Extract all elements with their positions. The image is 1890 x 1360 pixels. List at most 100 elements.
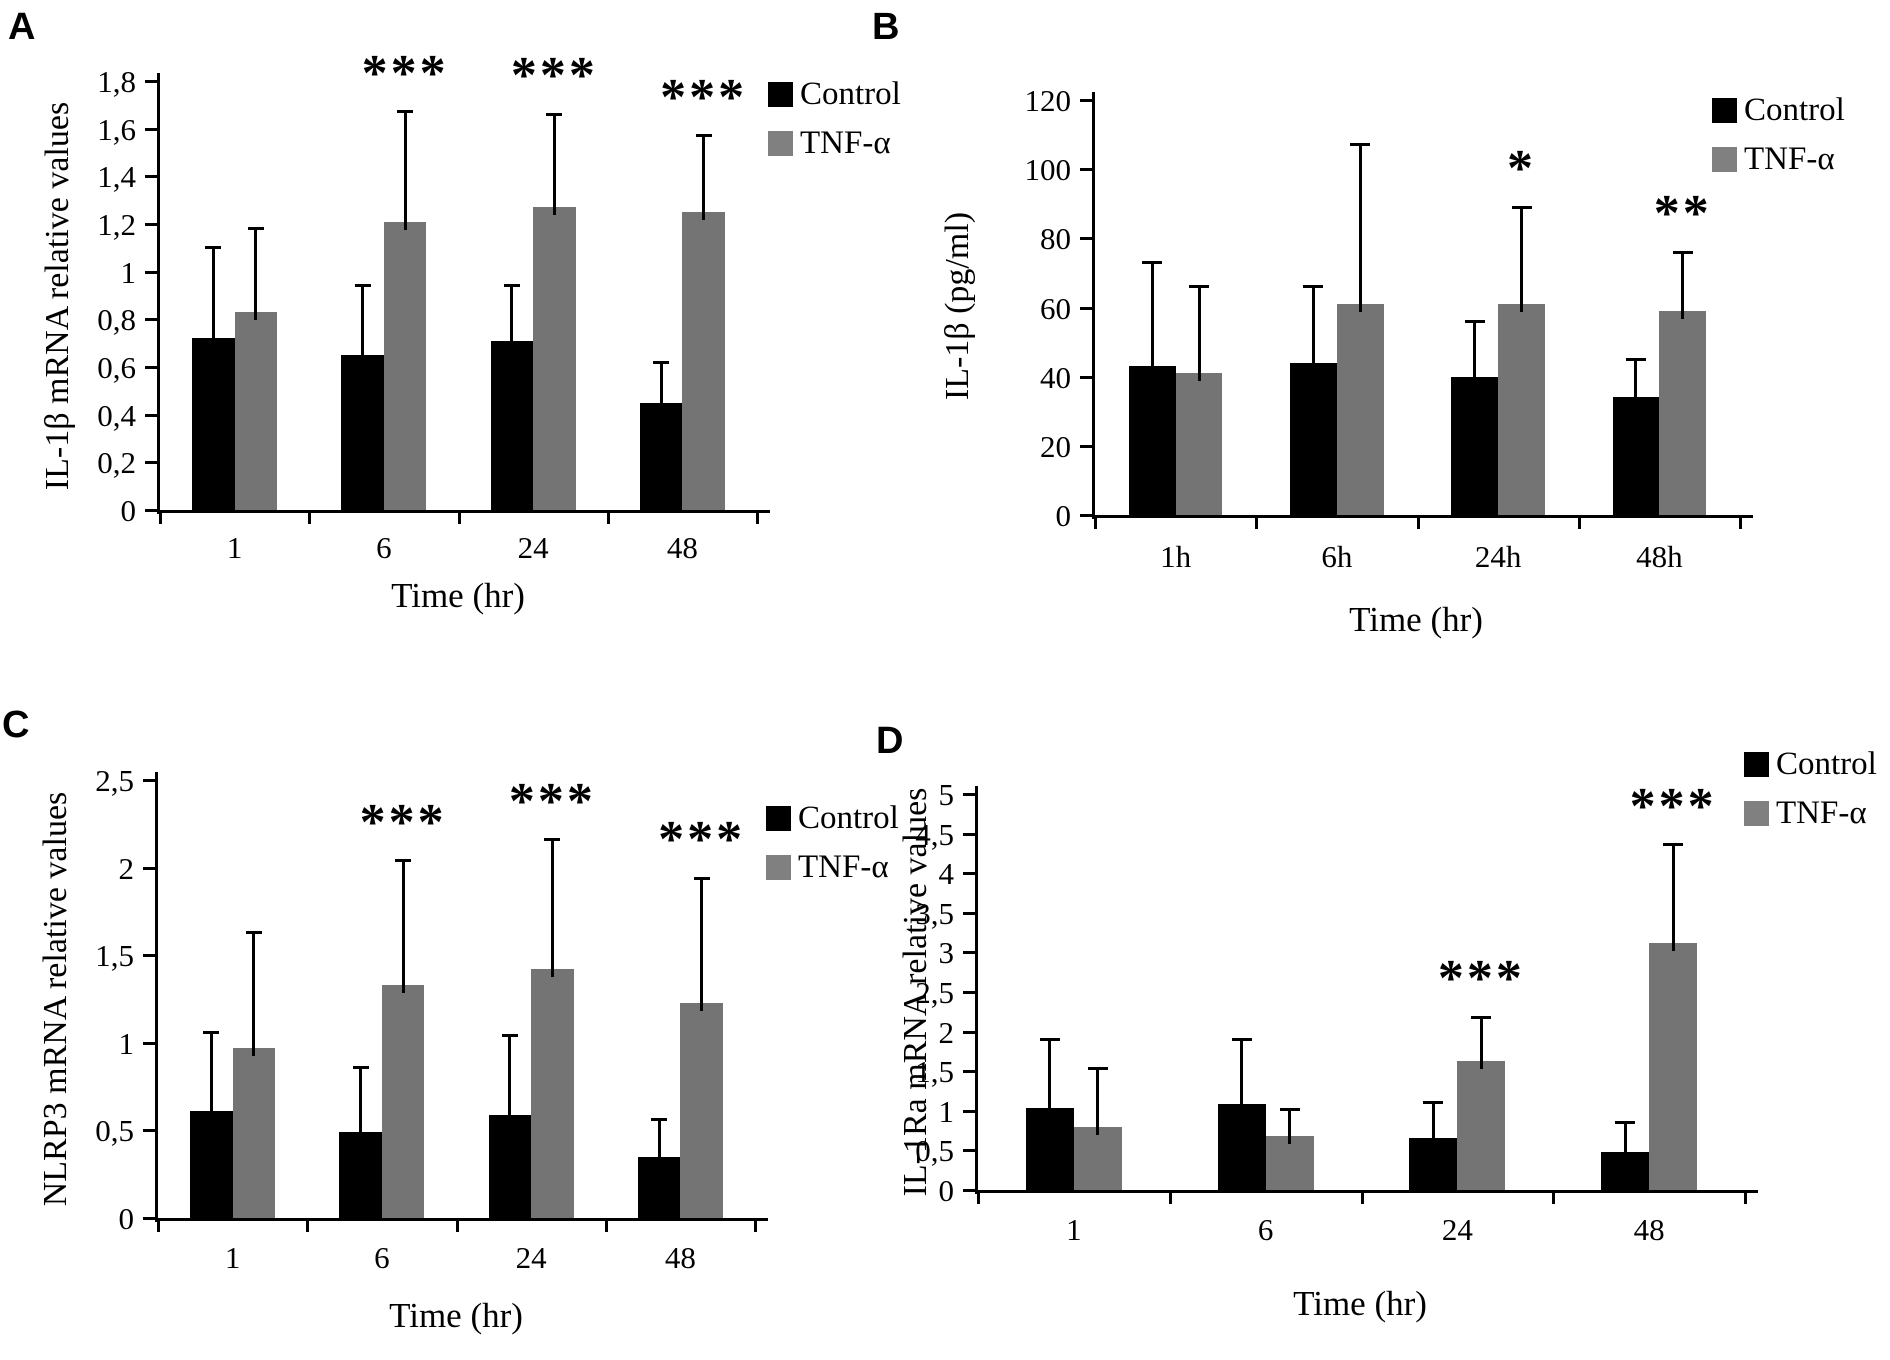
y-tick-d <box>963 1149 975 1153</box>
y-tick-label-b: 40 <box>1040 359 1071 395</box>
x-tick-a <box>606 513 610 524</box>
x-tick-label-a: 48 <box>666 530 698 565</box>
y-tick-a <box>145 270 157 274</box>
x-tick-label-b: 6h <box>1321 539 1353 574</box>
legend-item-control: Control <box>1744 748 1877 781</box>
error-cap-tnf-d <box>1087 1067 1108 1071</box>
y-tick-d <box>963 1189 975 1192</box>
y-tick-label-d: 2,5 <box>915 975 954 1010</box>
error-bar-tnf-d <box>1096 1068 1100 1135</box>
y-tick-label-c: 0,5 <box>95 1113 134 1149</box>
error-bar-control-d <box>1431 1102 1435 1146</box>
y-tick-label-d: 4,5 <box>915 816 954 852</box>
y-tick-b <box>1080 168 1092 172</box>
error-bar-tnf-b <box>1681 252 1685 319</box>
legend-item-tnf: TNF-α <box>1712 143 1845 176</box>
y-tick-label-b: 100 <box>1024 152 1072 188</box>
y-tick-d <box>963 991 975 994</box>
bar-control-b <box>1290 362 1337 515</box>
x-tick-b <box>1255 518 1259 529</box>
y-tick-a <box>145 461 157 465</box>
tnf-swatch-icon <box>766 855 791 880</box>
y-tick-label-a: 0,6 <box>97 350 136 385</box>
x-tick-c <box>306 1221 310 1232</box>
x-tick-b <box>1094 518 1097 529</box>
legend-panel-b: Control TNF-α <box>1712 94 1845 176</box>
y-tick-label-d: 4 <box>938 856 955 892</box>
y-tick-label-a: 1,8 <box>97 64 136 99</box>
bar-control-a <box>639 402 683 510</box>
y-tick-label-d: 1,5 <box>915 1054 954 1090</box>
error-bar-control-c <box>209 1032 213 1120</box>
error-cap-tnf-c <box>693 876 710 880</box>
x-tick-label-a: 6 <box>376 530 392 565</box>
error-cap-tnf-c <box>245 930 262 934</box>
error-bar-control-c <box>508 1035 512 1123</box>
tnf-swatch-icon <box>768 131 793 156</box>
x-axis-title-a: Time (hr) <box>391 576 525 615</box>
bar-control-b <box>1451 376 1499 515</box>
x-tick-d <box>977 1193 980 1204</box>
y-tick-d <box>963 1070 975 1074</box>
legend-item-control: Control <box>1712 94 1845 127</box>
x-tick-label-d: 1 <box>1066 1212 1082 1247</box>
error-bar-tnf-a <box>702 135 706 221</box>
panel-label-d: D <box>876 720 904 762</box>
y-tick-c <box>143 1041 155 1045</box>
error-bar-tnf-a <box>403 111 407 230</box>
significance-stars-a: *** <box>660 68 748 126</box>
legend-label-control: Control <box>1776 746 1877 782</box>
error-cap-control-b <box>1464 319 1485 323</box>
bar-tnf-c <box>531 969 574 1218</box>
error-cap-tnf-d <box>1663 843 1684 847</box>
bar-control-d <box>1025 1108 1074 1190</box>
bar-control-a <box>192 338 235 510</box>
y-tick-d <box>963 951 975 955</box>
y-tick-label-a: 0 <box>120 493 137 528</box>
error-cap-tnf-a <box>247 227 264 231</box>
bar-tnf-a <box>533 207 576 510</box>
y-tick-label-d: 0,5 <box>915 1133 954 1169</box>
significance-stars-b: ** <box>1653 185 1712 243</box>
control-swatch-icon <box>1744 752 1769 777</box>
y-tick-label-d: 2 <box>938 1014 955 1050</box>
error-bar-control-b <box>1473 321 1477 385</box>
error-bar-tnf-b <box>1197 286 1201 382</box>
bar-tnf-a <box>383 221 427 510</box>
x-tick-b <box>1739 518 1742 529</box>
x-axis-title-b: Time (hr) <box>1349 600 1483 639</box>
x-tick-c <box>754 1221 757 1232</box>
error-bar-tnf-c <box>252 932 256 1057</box>
bar-tnf-c <box>232 1048 276 1218</box>
y-tick-d <box>963 872 975 876</box>
y-axis-line-b <box>1092 92 1095 519</box>
significance-stars-a: *** <box>510 47 598 105</box>
error-cap-control-a <box>205 246 222 250</box>
error-bar-control-a <box>659 362 663 411</box>
y-axis-title-a: IL-1β mRNA relative values <box>39 101 76 491</box>
error-cap-control-d <box>1231 1038 1252 1042</box>
y-tick-label-c: 1,5 <box>95 938 134 974</box>
y-tick-b <box>1080 444 1092 448</box>
y-axis-line-c <box>155 772 158 1222</box>
x-tick-c <box>157 1221 160 1232</box>
bar-control-c <box>637 1156 681 1218</box>
y-tick-label-a: 1,6 <box>97 111 136 147</box>
y-tick-d <box>963 1109 975 1113</box>
bar-tnf-b <box>1336 304 1384 515</box>
x-tick-label-d: 48 <box>1633 1212 1665 1247</box>
control-swatch-icon <box>768 82 793 107</box>
significance-stars-d: *** <box>1629 777 1717 835</box>
x-tick-label-c: 1 <box>224 1240 241 1275</box>
y-tick-label-b: 60 <box>1040 290 1071 326</box>
x-axis-line-d <box>975 1190 1758 1193</box>
y-tick-label-b: 80 <box>1040 221 1071 257</box>
y-tick-c <box>143 954 155 958</box>
bar-control-d <box>1409 1137 1458 1190</box>
x-tick-d <box>1744 1193 1747 1204</box>
y-tick-d <box>963 793 975 796</box>
legend-panel-c: Control TNF-α <box>766 802 899 884</box>
x-tick-a <box>756 513 759 524</box>
error-bar-control-d <box>1623 1122 1627 1160</box>
legend-item-tnf: TNF-α <box>1744 797 1877 830</box>
